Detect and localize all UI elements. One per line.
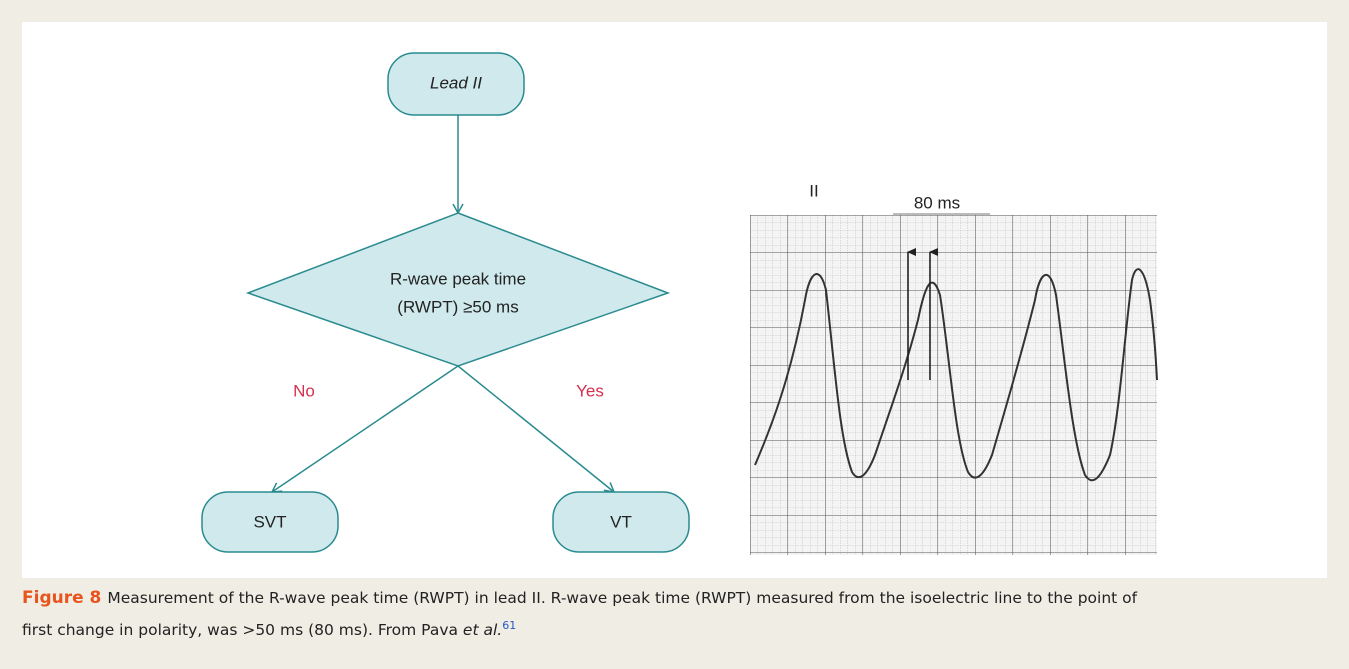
figure-label: Figure 8	[22, 588, 101, 608]
decision-label: (RWPT) ≥50 ms	[397, 297, 518, 316]
caption-text: Measurement of the R-wave peak time (RWP…	[107, 589, 1137, 607]
branch-label: No	[293, 381, 315, 400]
measure-label: 80 ms	[914, 193, 960, 212]
caption: Figure 8 Measurement of the R-wave peak t…	[22, 584, 1332, 644]
caption-italic: et al.	[463, 621, 502, 639]
lead-label: II	[809, 181, 818, 200]
decision-label: R-wave peak time	[390, 269, 526, 288]
start-label: Lead II	[430, 73, 482, 92]
ecg-grid-major	[750, 215, 1157, 555]
branch-label: Yes	[576, 381, 604, 400]
page: {"flowchart": {"start": "Lead II", "deci…	[0, 0, 1349, 669]
outcome-label: VT	[610, 512, 632, 531]
citation[interactable]: 61	[502, 619, 516, 632]
outcome-label: SVT	[253, 512, 286, 531]
caption-text: first change in polarity, was >50 ms (80…	[22, 621, 463, 639]
decision-node	[248, 213, 668, 366]
figure: Lead II R-wave peak time (RWPT) ≥50 ms N…	[0, 0, 1349, 669]
